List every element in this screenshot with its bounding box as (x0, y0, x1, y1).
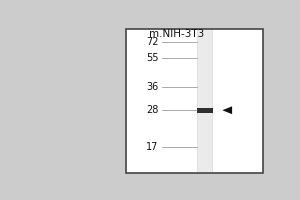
Bar (198, 30, 212, 172)
Bar (197, 108, 213, 113)
Text: 17: 17 (146, 142, 158, 152)
Text: 72: 72 (146, 37, 158, 47)
Bar (197, 30, 213, 172)
Text: m.NIH-3T3: m.NIH-3T3 (149, 29, 205, 39)
Text: 55: 55 (146, 53, 158, 63)
Bar (126, 29, 263, 173)
Text: 28: 28 (146, 105, 158, 115)
Polygon shape (222, 106, 232, 114)
Text: 36: 36 (146, 82, 158, 92)
